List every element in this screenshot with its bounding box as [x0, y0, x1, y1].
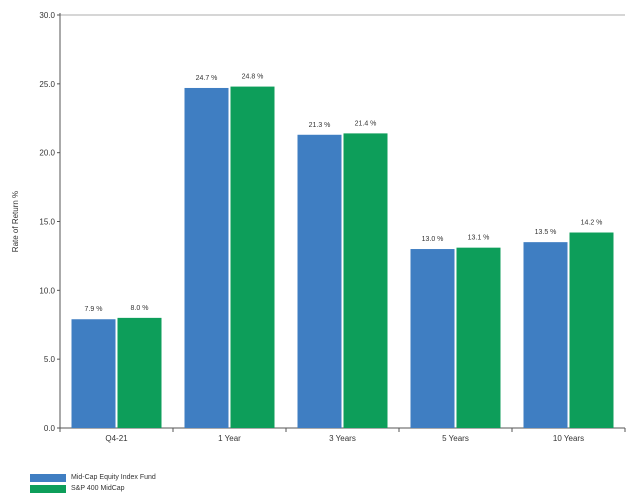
- y-tick-label: 20.0: [39, 149, 55, 158]
- x-tick-label: 1 Year: [218, 434, 241, 443]
- data-label-fund: 13.0 %: [422, 236, 444, 243]
- bar-fund: [410, 249, 455, 428]
- y-axis-title: Rate of Return %: [11, 191, 20, 252]
- legend-item-benchmark: S&P 400 MidCap: [30, 483, 156, 494]
- x-tick-label: 3 Years: [329, 434, 356, 443]
- legend-label-benchmark: S&P 400 MidCap: [71, 485, 125, 492]
- y-tick-label: 25.0: [39, 80, 55, 89]
- bar-benchmark: [117, 317, 162, 428]
- x-tick-label: 10 Years: [553, 434, 584, 443]
- x-tick-label: 5 Years: [442, 434, 469, 443]
- bar-benchmark: [343, 133, 388, 429]
- bar-benchmark: [456, 247, 501, 428]
- y-tick-label: 10.0: [39, 286, 55, 295]
- legend-label-fund: Mid-Cap Equity Index Fund: [71, 474, 156, 481]
- y-tick-label: 0.0: [44, 424, 56, 433]
- data-label-benchmark: 13.1 %: [468, 235, 490, 242]
- data-label-fund: 13.5 %: [535, 229, 557, 236]
- data-label-fund: 21.3 %: [309, 122, 331, 129]
- data-label-benchmark: 21.4 %: [355, 120, 377, 127]
- y-tick-label: 5.0: [44, 355, 56, 364]
- data-label-fund: 24.7 %: [196, 75, 218, 82]
- legend-item-fund: Mid-Cap Equity Index Fund: [30, 472, 156, 483]
- data-label-benchmark: 24.8 %: [242, 74, 264, 81]
- data-label-fund: 7.9 %: [85, 306, 103, 313]
- bar-benchmark: [569, 232, 614, 428]
- bar-benchmark: [230, 86, 275, 428]
- legend: Mid-Cap Equity Index Fund S&P 400 MidCap: [30, 472, 156, 494]
- y-tick-label: 15.0: [39, 218, 55, 227]
- bar-fund: [184, 87, 229, 429]
- bar-fund: [523, 242, 568, 428]
- x-tick-label: Q4-21: [105, 434, 128, 443]
- bar-fund: [297, 134, 342, 428]
- bar-chart-plot: 0.0 5.0 10.0 15.0 20.0 25.0 30.0 Rate of Return…: [11, 11, 626, 443]
- data-label-benchmark: 14.2 %: [581, 220, 603, 227]
- legend-swatch-fund: [30, 473, 66, 482]
- bar-fund: [71, 319, 116, 428]
- legend-swatch-benchmark: [30, 484, 66, 493]
- data-label-benchmark: 8.0 %: [131, 305, 149, 312]
- y-tick-label: 30.0: [39, 11, 55, 20]
